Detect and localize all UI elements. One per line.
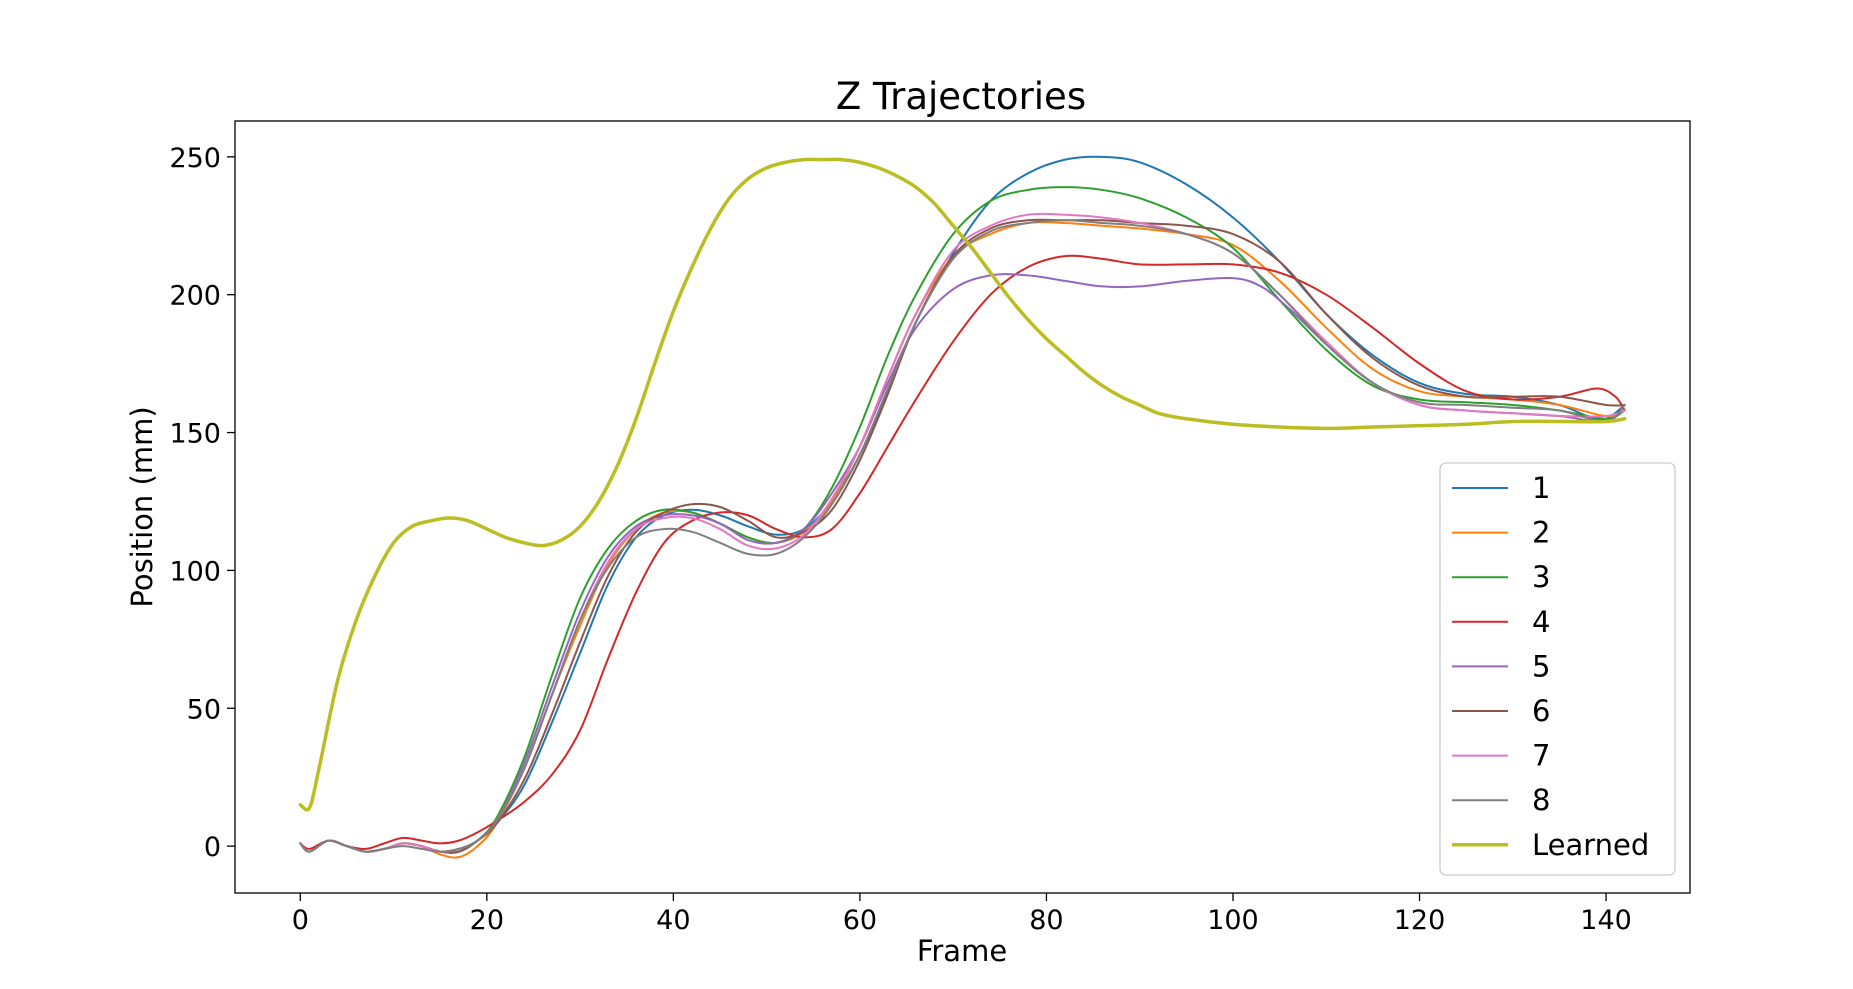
x-tick-label: 20 bbox=[470, 905, 504, 936]
legend-label-4: 4 bbox=[1532, 605, 1550, 639]
y-tick-label: 250 bbox=[169, 143, 221, 174]
legend: 1 2 3 4 5 6 7 8 Learned bbox=[1439, 462, 1676, 876]
legend-label-1: 1 bbox=[1532, 471, 1550, 505]
y-tick-label: 0 bbox=[204, 832, 221, 863]
x-tick-label: 140 bbox=[1580, 905, 1632, 936]
x-axis-label: Frame bbox=[917, 934, 1007, 968]
x-tick-label: 80 bbox=[1029, 905, 1063, 936]
legend-label-3: 3 bbox=[1532, 560, 1550, 594]
y-tick-label: 50 bbox=[187, 694, 221, 725]
series-line-learned bbox=[298, 157, 1627, 812]
legend-label-5: 5 bbox=[1532, 649, 1550, 683]
legend-label-8: 8 bbox=[1532, 783, 1550, 817]
x-tick-label: 0 bbox=[292, 905, 309, 936]
x-tick-label: 120 bbox=[1394, 905, 1446, 936]
legend-label-learned: Learned bbox=[1532, 828, 1649, 862]
legend-label-2: 2 bbox=[1532, 516, 1550, 550]
y-tick-label: 200 bbox=[169, 281, 221, 312]
y-tick-label: 100 bbox=[169, 556, 221, 587]
plot-frame bbox=[234, 120, 1691, 894]
x-tick-label: 60 bbox=[843, 905, 877, 936]
x-axis: 0 20 40 60 80 100 120 140 bbox=[292, 893, 1632, 936]
series-line-7 bbox=[299, 212, 1626, 853]
y-axis: 0 50 100 150 200 250 bbox=[169, 143, 235, 863]
y-axis-label: Position (mm) bbox=[125, 406, 159, 607]
legend-label-6: 6 bbox=[1532, 694, 1550, 728]
y-tick-label: 150 bbox=[169, 419, 221, 450]
series-line-8 bbox=[299, 219, 1626, 853]
chart-title: Z Trajectories bbox=[836, 75, 1086, 118]
x-tick-label: 40 bbox=[656, 905, 690, 936]
legend-box bbox=[1439, 462, 1676, 876]
x-tick-label: 100 bbox=[1207, 905, 1259, 936]
plot-lines bbox=[298, 155, 1627, 859]
legend-label-7: 7 bbox=[1532, 739, 1550, 773]
